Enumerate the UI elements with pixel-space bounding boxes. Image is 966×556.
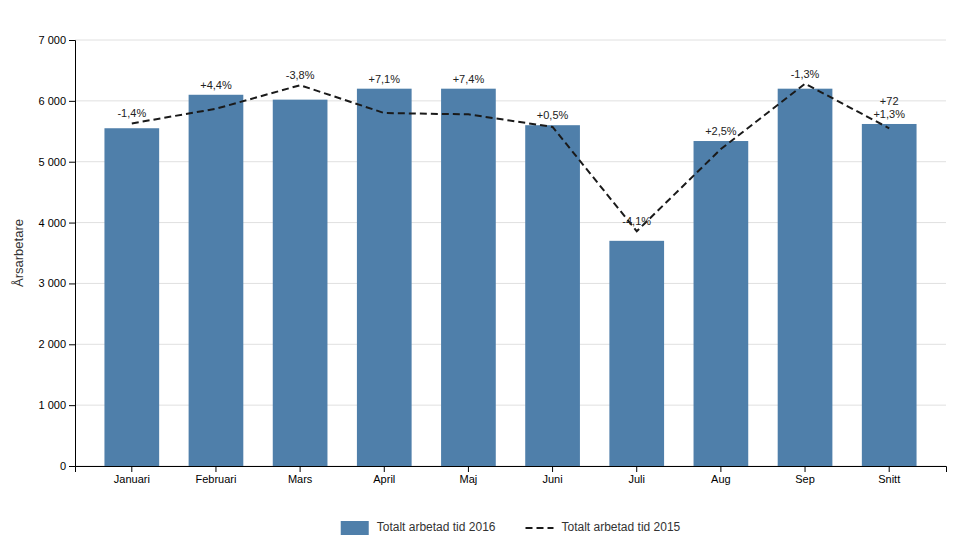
x-tick-mark [300, 466, 301, 472]
y-tick: 6 000 [38, 95, 75, 107]
bar [609, 241, 664, 466]
x-tick: Juni [542, 466, 562, 485]
x-tick-label: Juli [628, 473, 645, 485]
y-tick-label: 7 000 [38, 34, 66, 46]
annotations: -1,4% +4,4% -3,8% +7,1% +7,4% +0,5% -4,1% +2,5%… [117, 68, 905, 228]
annotation: +7,1% [369, 73, 401, 85]
bar-series [104, 89, 916, 466]
x-tick: Aug [711, 466, 731, 485]
annotation: -3,8% [286, 69, 315, 81]
x-tick-mark [720, 466, 721, 472]
annotation: +4,4% [200, 79, 232, 91]
annotation: +72+1,3% [873, 95, 905, 120]
legend-label: Totalt arbetad tid 2016 [377, 520, 496, 534]
grid-line [75, 40, 946, 41]
annotation: -1,4% [117, 107, 146, 119]
y-tick: 3 000 [38, 277, 75, 289]
x-tick: Juli [628, 466, 645, 485]
y-tick-mark [69, 162, 75, 163]
x-tick: Februari [195, 466, 236, 485]
annotation: +2,5% [705, 125, 737, 137]
y-tick-mark [69, 223, 75, 224]
legend: Totalt arbetad tid 2016 Totalt arbetad ti… [341, 520, 681, 535]
legend-swatch [526, 527, 554, 529]
x-tick-mark [889, 466, 890, 472]
y-tick-mark [69, 283, 75, 284]
x-tick-label: Februari [195, 473, 236, 485]
legend-item: Totalt arbetad tid 2016 [341, 520, 496, 535]
x-tick: Mars [288, 466, 313, 485]
bar [862, 124, 917, 466]
y-tick-label: 3 000 [38, 277, 66, 289]
x-tick-mark [552, 466, 553, 472]
legend-item: Totalt arbetad tid 2015 [526, 520, 681, 534]
marks [104, 84, 916, 466]
annotation: -4,1% [622, 215, 651, 227]
y-tick-mark [69, 40, 75, 41]
y-tick: 1 000 [38, 399, 75, 411]
y-tick-mark [69, 101, 75, 102]
y-tick-label: 4 000 [38, 217, 66, 229]
annotation: +7,4% [453, 73, 485, 85]
bar [525, 125, 580, 466]
x-axis: Januari Februari Mars April Maj Juni Juli Aug Se… [76, 466, 947, 485]
x-tick-mark [384, 466, 385, 472]
y-tick-label: 5 000 [38, 156, 66, 168]
y-tick: 0 [60, 460, 75, 472]
y-tick: 2 000 [38, 338, 75, 350]
legend-label: Totalt arbetad tid 2015 [562, 520, 681, 534]
x-tick: Sep [795, 466, 815, 485]
x-tick-mark [131, 466, 132, 472]
x-tick-label: Januari [114, 473, 150, 485]
bar [778, 89, 833, 466]
bar [694, 141, 749, 466]
x-tick: April [373, 466, 395, 485]
y-tick-mark [69, 405, 75, 406]
x-tick-mark [805, 466, 806, 472]
y-axis-title: Årsarbetare [11, 219, 26, 287]
x-tick: Januari [114, 466, 150, 485]
x-tick: Maj [460, 466, 478, 485]
x-tick-mark [215, 466, 216, 472]
plot: 0 1 000 2 000 3 000 4 000 5 000 6 000 7 000 Janu… [38, 34, 946, 485]
y-axis-line [69, 41, 76, 467]
x-tick-mark [468, 466, 469, 472]
y-tick: 7 000 [38, 34, 75, 46]
bar [104, 128, 159, 466]
x-axis-line [76, 467, 947, 473]
x-tick-label: Maj [460, 473, 478, 485]
chart: 0 1 000 2 000 3 000 4 000 5 000 6 000 7 000 Janu… [0, 0, 966, 556]
y-tick-label: 2 000 [38, 338, 66, 350]
bar [273, 100, 328, 466]
annotation: +0,5% [537, 109, 569, 121]
grid [75, 40, 946, 466]
y-tick-mark [69, 466, 75, 467]
y-tick: 4 000 [38, 217, 75, 229]
x-tick-label: Sep [795, 473, 815, 485]
y-tick-label: 1 000 [38, 399, 66, 411]
y-tick-label: 6 000 [38, 95, 66, 107]
x-tick-label: Aug [711, 473, 731, 485]
x-tick-mark [636, 466, 637, 472]
annotation: -1,3% [791, 68, 820, 80]
x-tick-label: Juni [542, 473, 562, 485]
y-tick-mark [69, 344, 75, 345]
x-tick-label: April [373, 473, 395, 485]
line [132, 84, 889, 232]
legend-swatch [341, 521, 369, 535]
x-tick-label: Snitt [878, 473, 900, 485]
y-tick-label: 0 [60, 460, 66, 472]
x-tick: Snitt [878, 466, 900, 485]
bar [357, 89, 412, 466]
x-tick-label: Mars [288, 473, 313, 485]
bar [189, 95, 244, 466]
bar [441, 89, 496, 466]
y-axis: 0 1 000 2 000 3 000 4 000 5 000 6 000 7 000 [38, 34, 75, 472]
y-tick: 5 000 [38, 156, 75, 168]
